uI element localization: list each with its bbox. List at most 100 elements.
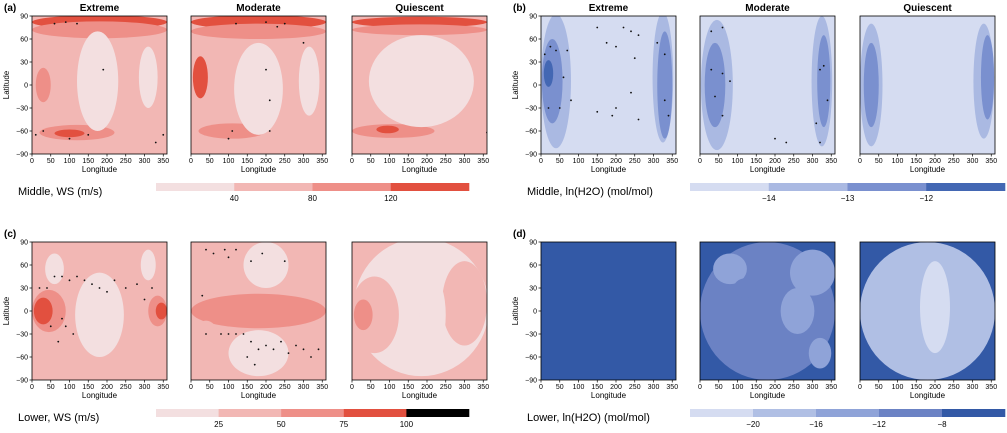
x-tick-label: 350 [985,384,997,391]
stipple-dot [151,287,153,289]
y-tick-label: 60 [20,263,28,270]
plot-frame [351,241,488,381]
contour-region [138,46,158,108]
contour-region [352,16,487,28]
x-tick-label: 50 [206,158,214,165]
map-panel: Moderate 0 50 100 150 200 250 300 350 Longitude [698,3,837,174]
x-tick-label: 300 [459,158,471,165]
stipple-dot [53,22,56,25]
stipple-dot [235,333,237,335]
y-tick-label: −60 [525,129,537,136]
stipple-dot [615,45,617,48]
stipple-dot [302,41,305,44]
colorbar-segment [156,409,219,417]
contour-field [352,16,487,154]
stipple-dot [102,68,105,71]
x-tick-label: 300 [459,384,471,391]
stipple-dot [656,41,659,44]
x-tick-label: 100 [64,158,76,165]
column-title: Extreme [80,3,120,14]
contour-region [713,253,747,285]
y-tick-label: −30 [525,106,537,113]
stipple-dot [714,95,716,98]
contour-region [77,31,119,132]
x-tick-label: 200 [260,384,272,391]
x-tick-label: 350 [316,384,328,391]
stipple-dot [302,348,305,351]
stipple-dot [637,118,640,121]
stipple-dot [76,275,78,278]
contour-region [32,21,167,39]
stipple-dot [34,133,37,136]
contour-field [860,16,995,154]
plot-frame [190,15,327,155]
stipple-dot [72,333,75,335]
x-tick-label: 200 [610,384,622,391]
stipple-dot [227,256,230,259]
contour-region [228,330,289,377]
map-panel: Moderate 0 50 100 150 200 250 300 350 Longitude [189,3,328,174]
x-tick-label: 150 [910,384,922,391]
stipple-dot [637,34,640,37]
x-tick-label: 50 [556,384,564,391]
stipple-dot [721,114,724,117]
colorbar-segment [406,409,470,417]
x-tick-label: 300 [139,158,151,165]
x-tick-label: 350 [316,158,328,165]
colorbar-tick-label: −8 [937,420,947,428]
x-tick-label: 200 [421,384,433,391]
contour-region [140,249,156,281]
x-axis-label: Longitude [750,391,786,400]
colorbar: 40 80 120 Middle, WS (m/s) [18,183,470,203]
x-tick-label: 350 [985,158,997,165]
x-tick-label: 150 [750,384,762,391]
stipple-dot [87,133,90,136]
colorbar-segment [768,183,848,191]
y-tick-label: −90 [16,378,28,385]
contour-region [352,24,487,36]
y-tick-label: 30 [20,60,28,67]
x-tick-label: 250 [788,158,800,165]
stipple-dot [562,76,565,79]
x-tick-label: 100 [732,384,744,391]
stipple-dot [257,348,260,351]
x-tick-label: 250 [629,158,641,165]
x-tick-label: 50 [47,384,55,391]
x-tick-label: 300 [648,384,660,391]
stipple-dot [611,114,614,117]
x-tick-label: 0 [539,158,543,165]
colorbar-label: Middle, WS (m/s) [18,186,102,198]
stipple-dot [64,21,67,24]
colorbar-label: Lower, WS (m/s) [18,412,99,424]
x-axis-label: Longitude [82,391,118,400]
y-tick-label: 60 [529,263,537,270]
x-tick-label: 250 [440,158,452,165]
stipple-dot [143,298,146,301]
x-tick-label: 250 [440,384,452,391]
x-tick-label: 300 [967,384,979,391]
contour-region [817,35,831,128]
stipple-dot [38,287,41,289]
colorbar-tick-label: −14 [762,194,776,203]
stipple-dot [819,141,821,144]
x-tick-label: 200 [610,158,622,165]
stipple-dot [242,333,245,335]
x-tick-label: 350 [477,384,489,391]
x-tick-label: 250 [948,384,960,391]
stipple-dot [280,340,282,343]
y-axis-label: Latitude [2,70,11,99]
x-tick-label: 250 [629,384,641,391]
x-tick-label: 150 [402,158,414,165]
x-tick-label: 200 [260,158,272,165]
y-tick-label: −90 [525,152,537,159]
stipple-dot [615,107,617,109]
stipple-dot [268,130,271,132]
contour-region [790,249,835,296]
stipple-dot [91,283,93,286]
panel-label: (a) [4,3,16,14]
x-tick-label: 200 [421,158,433,165]
contour-region [419,276,446,354]
x-tick-label: 300 [298,384,310,391]
colorbar-tick-label: −20 [746,420,760,428]
